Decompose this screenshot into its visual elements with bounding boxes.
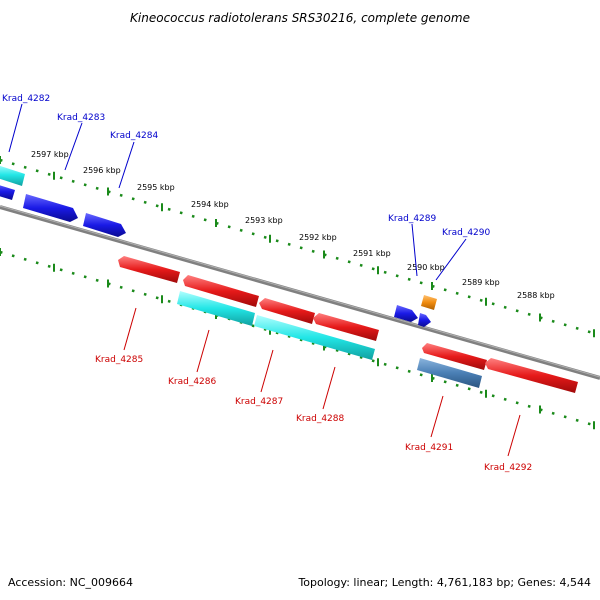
kbp-label: 2592 kbp [299, 233, 337, 242]
kbp-label: 2594 kbp [191, 200, 229, 209]
gene-krad4291-red[interactable] [422, 343, 487, 370]
gene-krad4288[interactable] [313, 313, 379, 341]
gene-krad4283[interactable] [23, 194, 78, 222]
kbp-label: 2595 kbp [137, 183, 175, 192]
map-title: Kineococcus radiotolerans SRS30216, comp… [130, 11, 470, 25]
kbp-label: 2597 kbp [31, 150, 69, 159]
gene-arrows [0, 164, 578, 393]
gene-krad4282[interactable] [0, 164, 25, 186]
gene-label-krad4290[interactable]: Krad_4290 [442, 228, 491, 238]
gene-unlabeled-forward[interactable] [0, 183, 15, 200]
gene-label-krad4289[interactable]: Krad_4289 [388, 214, 437, 224]
gene-krad4289b[interactable] [418, 313, 431, 327]
gene-krad4286[interactable] [177, 291, 255, 326]
gene-krad4287[interactable] [254, 315, 375, 360]
kbp-label: 2590 kbp [407, 263, 445, 272]
gene-label-krad4284[interactable]: Krad_4284 [110, 131, 159, 141]
kbp-label: 2591 kbp [353, 249, 391, 258]
topology-text: Topology: linear; Length: 4,761,183 bp; … [297, 576, 591, 589]
reverse-tick-track [0, 250, 600, 429]
accession-text: Accession: NC_009664 [8, 576, 133, 589]
leader-lines [8, 103, 521, 457]
gene-krad4289[interactable] [394, 305, 418, 322]
kbp-label: 2589 kbp [462, 278, 500, 287]
kbp-label: 2596 kbp [83, 166, 121, 175]
gene-label-krad4286[interactable]: Krad_4286 [168, 377, 217, 387]
gene-krad4286-red[interactable] [183, 275, 259, 307]
gene-label-krad4291[interactable]: Krad_4291 [405, 443, 453, 453]
gene-krad4290[interactable] [421, 295, 437, 310]
kbp-label: 2588 kbp [517, 291, 555, 300]
kbp-scale: 2597 kbp 2596 kbp 2595 kbp 2594 kbp 2593… [31, 150, 555, 300]
gene-label-krad4292[interactable]: Krad_4292 [484, 463, 532, 473]
genome-backbone [0, 205, 600, 380]
kbp-label: 2593 kbp [245, 216, 283, 225]
gene-krad4285[interactable] [118, 256, 180, 283]
gene-krad4284[interactable] [83, 213, 126, 237]
gene-red-mid[interactable] [259, 298, 315, 324]
forward-tick-track [0, 158, 600, 337]
gene-label-krad4287[interactable]: Krad_4287 [235, 397, 283, 407]
gene-krad4291[interactable] [417, 358, 482, 388]
gene-label-krad4285[interactable]: Krad_4285 [95, 355, 143, 365]
gene-label-krad4288[interactable]: Krad_4288 [296, 414, 345, 424]
gene-label-krad4283[interactable]: Krad_4283 [57, 113, 105, 123]
gene-label-krad4282[interactable]: Krad_4282 [2, 94, 50, 104]
gene-krad4292[interactable] [485, 358, 578, 393]
gene-labels: Krad_4282 Krad_4283 Krad_4284 Krad_4289 … [2, 94, 532, 473]
